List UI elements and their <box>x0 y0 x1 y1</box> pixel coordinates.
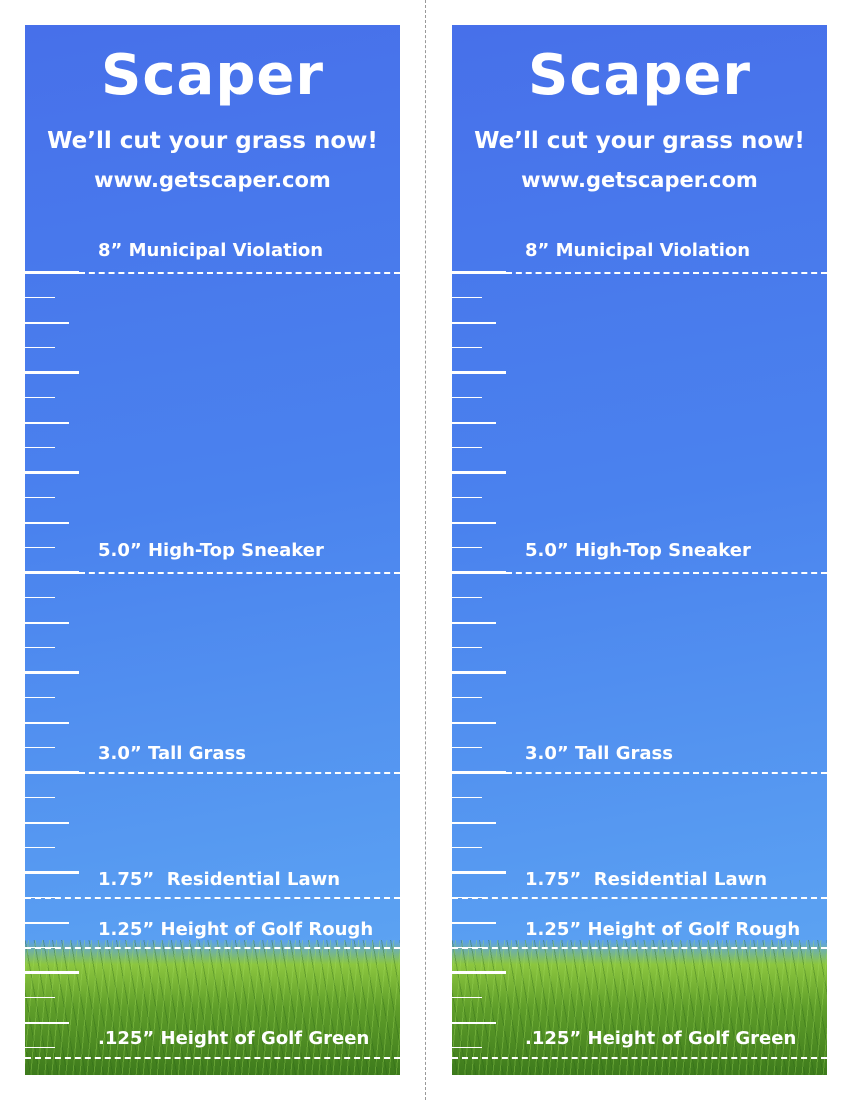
marker-line <box>25 947 400 949</box>
tagline: We’ll cut your grass now! <box>474 128 805 154</box>
marker-label-golf-rough: 1.25” Height of Golf Rough <box>525 919 801 940</box>
brand-title: Scaper <box>101 43 324 108</box>
marker-label-municipal-violation: 8” Municipal Violation <box>98 240 324 261</box>
tagline: We’ll cut your grass now! <box>47 128 378 154</box>
ruler-tick <box>452 571 506 574</box>
ruler-tick <box>452 871 506 874</box>
ruler-tick <box>25 422 69 424</box>
marker-line <box>506 272 827 274</box>
ruler-tick <box>452 771 506 774</box>
ruler-tick <box>452 371 506 374</box>
marker-line <box>452 1057 827 1059</box>
marker-line <box>452 947 827 949</box>
ruler-tick <box>25 897 55 898</box>
ruler-tick <box>25 1047 55 1048</box>
marker-line <box>25 1057 400 1059</box>
ruler-tick <box>452 322 496 324</box>
ruler-tick <box>452 347 482 348</box>
ruler-tick <box>25 547 55 548</box>
marker-line <box>79 572 400 574</box>
ruler-tick <box>25 622 69 624</box>
ruler-tick <box>452 697 482 698</box>
ruler-tick <box>25 797 55 798</box>
ruler-tick <box>25 722 69 724</box>
ruler-tick <box>452 422 496 424</box>
ruler-tick <box>452 522 496 524</box>
ruler-tick <box>452 1022 496 1024</box>
ruler-tick <box>25 822 69 824</box>
ruler-tick <box>452 997 482 998</box>
ruler-tick <box>452 971 506 974</box>
ruler-tick <box>25 947 55 948</box>
marker-label-golf-green: .125” Height of Golf Green <box>98 1028 370 1049</box>
ruler-tick <box>452 271 506 274</box>
ruler-tick <box>25 497 55 498</box>
marker-label-residential-lawn: 1.75” Residential Lawn <box>525 869 768 890</box>
ruler-tick <box>25 671 79 674</box>
ruler-tick <box>25 697 55 698</box>
ruler-tick <box>452 547 482 548</box>
flyer-panel-left: Scaper We’ll cut your grass now! www.get… <box>25 25 400 1075</box>
ruler-tick <box>25 522 69 524</box>
ruler-tick <box>452 297 482 298</box>
ruler-tick <box>452 647 482 648</box>
marker-label-high-top-sneaker: 5.0” High-Top Sneaker <box>525 540 751 561</box>
ruler-tick <box>452 847 482 848</box>
website-url: www.getscaper.com <box>94 168 331 192</box>
ruler-tick <box>25 922 69 924</box>
website-url: www.getscaper.com <box>521 168 758 192</box>
ruler-tick <box>25 271 79 274</box>
ruler-tick <box>452 497 482 498</box>
ruler-tick <box>25 647 55 648</box>
marker-line <box>506 772 827 774</box>
marker-line <box>79 772 400 774</box>
ruler-tick <box>25 771 79 774</box>
ruler-tick <box>452 897 482 898</box>
ruler-tick <box>452 947 482 948</box>
ruler-tick <box>452 397 482 398</box>
marker-line <box>506 572 827 574</box>
ruler-tick <box>452 471 506 474</box>
ruler-tick <box>25 971 79 974</box>
ruler-tick <box>452 797 482 798</box>
ruler-tick <box>25 571 79 574</box>
ruler-tick <box>25 322 69 324</box>
marker-label-tall-grass: 3.0” Tall Grass <box>98 743 246 764</box>
marker-label-high-top-sneaker: 5.0” High-Top Sneaker <box>98 540 324 561</box>
ruler-tick <box>25 447 55 448</box>
ruler-tick <box>452 1047 482 1048</box>
ruler-tick <box>25 597 55 598</box>
marker-line <box>25 897 400 899</box>
flyer-panel-right: Scaper We’ll cut your grass now! www.get… <box>452 25 827 1075</box>
ruler-tick <box>452 671 506 674</box>
ruler-tick <box>25 471 79 474</box>
ruler-tick <box>25 747 55 748</box>
ruler-tick <box>452 822 496 824</box>
ruler-tick <box>452 622 496 624</box>
ruler-tick <box>25 871 79 874</box>
ruler-tick <box>452 722 496 724</box>
marker-label-golf-green: .125” Height of Golf Green <box>525 1028 797 1049</box>
ruler-tick <box>452 747 482 748</box>
ruler-tick <box>452 447 482 448</box>
marker-label-municipal-violation: 8” Municipal Violation <box>525 240 751 261</box>
marker-label-tall-grass: 3.0” Tall Grass <box>525 743 673 764</box>
ruler-tick <box>25 347 55 348</box>
grass-image <box>25 940 400 1075</box>
ruler-tick <box>452 597 482 598</box>
ruler-tick <box>25 847 55 848</box>
ruler-tick <box>25 371 79 374</box>
brand-title: Scaper <box>528 43 751 108</box>
ruler-tick <box>452 922 496 924</box>
marker-label-golf-rough: 1.25” Height of Golf Rough <box>98 919 374 940</box>
marker-line <box>452 897 827 899</box>
marker-label-residential-lawn: 1.75” Residential Lawn <box>98 869 341 890</box>
grass-image <box>452 940 827 1075</box>
ruler-tick <box>25 1022 69 1024</box>
ruler-tick <box>25 997 55 998</box>
cut-line <box>425 0 426 1100</box>
marker-line <box>79 272 400 274</box>
ruler-tick <box>25 397 55 398</box>
ruler-tick <box>25 297 55 298</box>
